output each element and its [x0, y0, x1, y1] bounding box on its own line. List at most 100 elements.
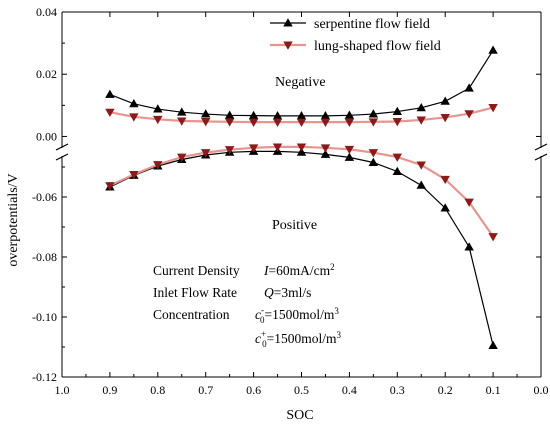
- data-point: [224, 146, 235, 155]
- data-point: [416, 180, 426, 189]
- x-tick-label: 0.2: [438, 383, 453, 397]
- data-point: [248, 118, 259, 127]
- data-point: [392, 106, 403, 116]
- data-point: [464, 242, 474, 251]
- x-axis-title: SOC: [286, 408, 313, 423]
- data-point: [129, 171, 139, 180]
- y-axis-title: overpotentials/V: [6, 173, 21, 266]
- legend-label: lung-shaped flow field: [314, 39, 441, 54]
- series-1-negative: [105, 45, 498, 120]
- data-point: [153, 161, 163, 170]
- axis-break-right-1: [534, 143, 548, 151]
- data-point: [440, 203, 450, 212]
- data-point: [105, 182, 115, 191]
- x-tick-label: 0.1: [486, 383, 501, 397]
- data-point: [177, 153, 187, 162]
- y-tick-label: 0.00: [36, 129, 57, 143]
- data-point: [320, 118, 331, 127]
- concentration-label: Concentration: [153, 307, 230, 322]
- axis-break-left-2: [55, 153, 69, 161]
- data-point: [488, 104, 498, 113]
- x-tick-label: 0.4: [342, 383, 357, 397]
- data-point: [464, 83, 474, 92]
- legend-marker: [283, 18, 293, 27]
- x-tick-label: 0.5: [294, 383, 309, 397]
- data-point: [296, 118, 307, 127]
- data-point: [392, 153, 403, 162]
- concentration-value-positive: c+ 0=1500mol/m3: [255, 329, 341, 349]
- data-point: [129, 98, 139, 108]
- x-tick-label: 0.6: [246, 383, 261, 397]
- data-point: [416, 103, 426, 112]
- data-point: [488, 340, 498, 349]
- positive-label: Positive: [272, 218, 317, 233]
- data-point: [440, 114, 450, 123]
- data-point: [296, 143, 307, 152]
- data-point: [177, 107, 187, 116]
- data-point: [368, 109, 379, 118]
- data-point: [368, 157, 379, 166]
- series-2-positive: [105, 143, 498, 242]
- data-point: [153, 115, 163, 125]
- data-point: [488, 233, 498, 242]
- inlet-flow-rate-label: Inlet Flow Rate: [153, 285, 237, 300]
- data-point: [320, 149, 331, 158]
- data-point: [129, 113, 139, 122]
- data-point: [464, 110, 474, 119]
- data-point: [272, 118, 283, 127]
- x-tick-label: 0.3: [390, 383, 405, 397]
- data-point: [105, 108, 115, 117]
- series-layer: [105, 45, 498, 349]
- data-point: [200, 149, 211, 158]
- y-tick-label: -0.12: [32, 370, 57, 384]
- x-tick-label: 1.0: [55, 383, 70, 397]
- data-point: [320, 144, 331, 153]
- negative-label: Negative: [275, 75, 326, 90]
- data-point: [392, 166, 403, 175]
- data-point: [440, 96, 450, 105]
- current-density-label: Current Density: [153, 263, 240, 278]
- data-point: [177, 117, 187, 126]
- legend: serpentine flow field lung-shaped flow fi…: [270, 17, 441, 54]
- data-point: [224, 118, 235, 127]
- data-point: [200, 118, 211, 127]
- y-tick-label: -0.06: [32, 190, 57, 204]
- data-point: [368, 118, 379, 127]
- data-point: [416, 116, 426, 125]
- series-2-negative: [105, 104, 498, 127]
- data-point: [105, 89, 115, 98]
- x-tick-label: 0.9: [102, 383, 117, 397]
- x-tick-label: 0.0: [534, 383, 549, 397]
- data-point: [344, 152, 355, 161]
- data-point: [200, 109, 211, 118]
- data-point: [344, 145, 355, 155]
- y-tick-label: 0.04: [36, 5, 57, 19]
- data-point: [344, 110, 355, 119]
- axis-break-left-1: [55, 143, 69, 151]
- data-point: [153, 104, 163, 113]
- data-point: [272, 143, 283, 152]
- data-point: [440, 175, 450, 185]
- axis-break-right-2: [534, 153, 548, 161]
- x-tick-label: 0.8: [150, 383, 165, 397]
- y-tick-label: 0.02: [36, 67, 57, 81]
- concentration-value-negative: c-0=1500mol/m3: [255, 305, 339, 325]
- data-point: [344, 118, 355, 127]
- annotations: Negative Positive Current Density I=60mA/cm…: [153, 75, 341, 349]
- legend-marker: [283, 41, 293, 50]
- y-tick-label: -0.08: [32, 250, 57, 264]
- data-point: [488, 45, 498, 54]
- x-tick-label: 0.7: [198, 383, 213, 397]
- axes-layer: 1.0 0.9 0.8 0.7 0.6 0.5 0.4 0.3 0.2 0.1 0.0 0.04 0.0…: [32, 5, 549, 397]
- y-tick-label: -0.10: [32, 310, 57, 324]
- current-density-value: I=60mA/cm2: [263, 262, 335, 278]
- data-point: [248, 144, 259, 153]
- legend-label: serpentine flow field: [314, 17, 430, 32]
- data-point: [416, 161, 426, 170]
- data-point: [296, 147, 307, 156]
- data-point: [464, 198, 474, 207]
- data-point: [368, 149, 379, 158]
- inlet-flow-rate-value: Q=3ml/s: [264, 285, 311, 300]
- data-point: [392, 118, 403, 127]
